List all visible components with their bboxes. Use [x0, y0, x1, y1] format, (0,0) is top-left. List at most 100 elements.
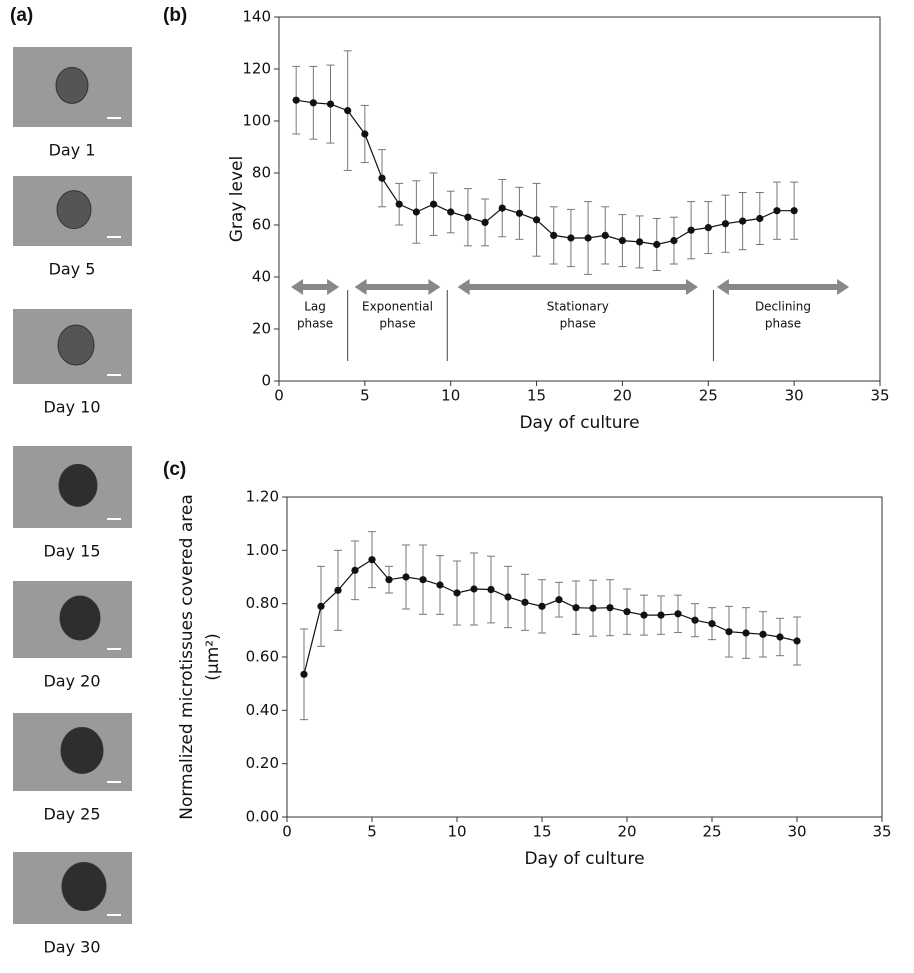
y-tick-label: 120: [242, 60, 271, 78]
y-tick-label: 0.00: [246, 808, 279, 826]
image-caption: Day 1: [49, 141, 96, 160]
data-point: [300, 670, 308, 678]
x-tick-label: 35: [872, 823, 891, 841]
scale-bar: [107, 648, 121, 650]
image-caption: Day 10: [43, 398, 100, 417]
image-caption: Day 15: [43, 542, 100, 561]
microtissue: [61, 862, 107, 912]
phase-label: phase: [297, 317, 333, 331]
x-tick-label: 0: [274, 387, 284, 405]
scale-bar: [107, 914, 121, 916]
arrow-head: [716, 279, 729, 295]
phase-label: phase: [379, 317, 415, 331]
x-tick-label: 15: [532, 823, 551, 841]
y-axis-label: Gray level: [227, 156, 247, 242]
data-point: [498, 204, 506, 212]
plot-frame: [278, 16, 881, 382]
x-tick-label: 0: [282, 823, 292, 841]
phase-label: Lag: [304, 300, 326, 314]
panel-label: (c): [163, 459, 186, 480]
data-point: [402, 573, 410, 581]
data-point: [773, 207, 781, 215]
x-tick-label: 25: [702, 823, 721, 841]
data-point: [515, 209, 524, 217]
y-tick-label: 100: [242, 112, 271, 130]
data-point: [670, 237, 678, 245]
data-point: [378, 174, 386, 182]
data-point: [361, 130, 369, 138]
y-tick-label: 20: [252, 320, 271, 338]
panel-label: (b): [163, 5, 187, 26]
data-point: [725, 628, 733, 636]
microtissue: [57, 324, 95, 366]
data-point: [453, 589, 461, 597]
data-point: [487, 585, 495, 594]
arrow-head: [354, 279, 367, 295]
x-axis-label: Day of culture: [519, 413, 639, 433]
data-point: [623, 608, 631, 616]
data-point: [334, 586, 342, 594]
phase-label: Exponential: [362, 300, 433, 314]
arrow-head: [457, 279, 470, 295]
plot-frame: [286, 496, 883, 818]
panel-label: (a): [10, 5, 33, 26]
image-caption: Day 20: [43, 672, 100, 691]
data-point: [657, 611, 665, 619]
phase-label: Stationary: [547, 300, 609, 314]
x-tick-label: 5: [367, 823, 377, 841]
y-tick-label: 0.20: [246, 754, 279, 772]
data-point: [687, 226, 695, 234]
y-tick-label: 0.80: [246, 594, 279, 612]
phase-label: Declining: [755, 300, 811, 314]
data-point: [447, 208, 455, 216]
x-tick-label: 30: [787, 823, 806, 841]
y-tick-label: 0: [261, 372, 271, 390]
data-point: [550, 231, 558, 239]
data-point: [429, 200, 438, 208]
microtissue: [56, 190, 92, 230]
scale-bar: [107, 236, 121, 238]
data-point: [572, 604, 580, 612]
data-point: [653, 240, 661, 249]
image-caption: Day 5: [49, 260, 96, 279]
data-point: [691, 616, 699, 624]
data-point: [567, 234, 575, 242]
microtissue: [59, 595, 101, 641]
data-point: [504, 593, 512, 601]
data-point: [464, 213, 472, 221]
y-tick-label: 140: [242, 8, 271, 26]
phase-label: phase: [765, 317, 801, 331]
data-point: [584, 234, 592, 242]
data-point: [481, 218, 489, 226]
y-tick-label: 60: [252, 216, 271, 234]
data-point: [756, 214, 764, 223]
y-tick-label: 1.00: [246, 541, 279, 559]
x-axis-label: Day of culture: [524, 849, 644, 869]
data-point: [292, 96, 300, 104]
scale-bar: [107, 374, 121, 376]
data-point: [606, 604, 614, 612]
data-point: [742, 629, 750, 637]
x-tick-label: 10: [447, 823, 466, 841]
data-point: [368, 556, 376, 564]
data-point: [385, 576, 393, 584]
x-tick-label: 15: [527, 387, 546, 405]
data-point: [636, 238, 644, 246]
data-point: [601, 231, 609, 239]
data-point: [395, 200, 403, 208]
data-point: [739, 217, 747, 225]
microtissue: [58, 463, 98, 507]
data-point: [419, 576, 427, 584]
arrow-head: [428, 279, 441, 295]
data-point: [351, 566, 359, 574]
x-tick-label: 20: [613, 387, 632, 405]
scale-bar: [107, 117, 121, 119]
data-point: [436, 581, 444, 589]
y-axis-label: (μm²): [203, 633, 223, 680]
arrow-head: [291, 279, 304, 295]
data-point: [790, 207, 798, 215]
arrow-head: [327, 279, 340, 295]
arrow-head: [685, 279, 698, 295]
data-point: [776, 633, 784, 641]
